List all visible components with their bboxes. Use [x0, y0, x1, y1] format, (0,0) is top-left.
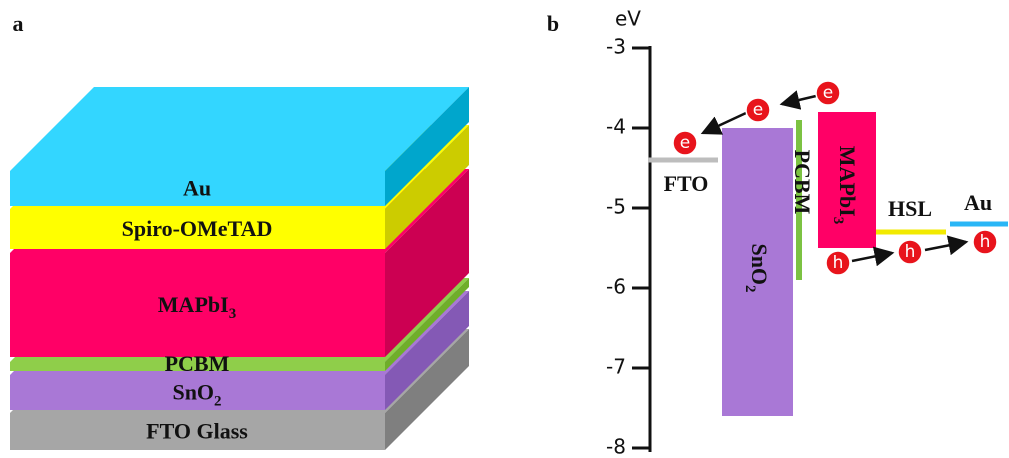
energy-level: [648, 158, 718, 163]
layer-label: PCBM: [165, 351, 230, 376]
y-tick-label: -3: [606, 35, 626, 59]
label-text: FTO: [664, 171, 709, 196]
carrier-label: h: [833, 253, 844, 273]
layer-label: Au: [183, 176, 211, 201]
label-text: SnO: [747, 243, 772, 285]
label-subscript: 3: [229, 306, 237, 322]
carrier-label: h: [980, 232, 991, 252]
label-text: Spiro-OMeTAD: [122, 216, 273, 241]
transfer-arrow: [782, 96, 816, 104]
label-subscript: 2: [742, 285, 758, 293]
energy-level: [876, 230, 946, 235]
y-tick-label: -4: [606, 115, 626, 139]
label-text: PCBM: [790, 150, 815, 215]
y-tick-label: -7: [606, 355, 626, 379]
y-tick-label: -6: [606, 275, 626, 299]
y-tick-label: -5: [606, 195, 626, 219]
carrier-label: h: [905, 242, 916, 262]
label-subscript: 3: [830, 217, 846, 225]
layer-label: PCBM: [790, 150, 815, 215]
layer-label: HSL: [888, 196, 932, 221]
transfer-arrow: [852, 253, 892, 261]
carrier-label: e: [680, 133, 690, 153]
label-text: MAPbI: [835, 146, 860, 217]
label-subscript: 2: [214, 394, 222, 410]
panel-label: a: [13, 11, 24, 36]
transfer-arrow: [925, 242, 966, 250]
label-text: MAPbI: [158, 292, 229, 317]
label-text: PCBM: [165, 351, 230, 376]
y-tick-label: -8: [606, 435, 626, 458]
label-text: FTO Glass: [146, 419, 248, 444]
layer-label: Spiro-OMeTAD: [122, 216, 273, 241]
carrier-label: e: [753, 100, 763, 120]
carrier-label: e: [823, 83, 833, 103]
axis-label: eV: [615, 7, 641, 31]
figure: a b eV FTO GlassSnO2PCBMMAPbI3Spiro-OMeT…: [0, 0, 1009, 458]
label-text: SnO: [172, 380, 214, 405]
layer-label: FTO Glass: [146, 419, 248, 444]
label-text: Au: [964, 190, 992, 215]
energy-level: [950, 222, 1008, 227]
layer-label: Au: [964, 190, 992, 215]
layer-label: FTO: [664, 171, 709, 196]
label-text: HSL: [888, 196, 932, 221]
panel-label: b: [547, 11, 559, 36]
label-text: Au: [183, 176, 211, 201]
